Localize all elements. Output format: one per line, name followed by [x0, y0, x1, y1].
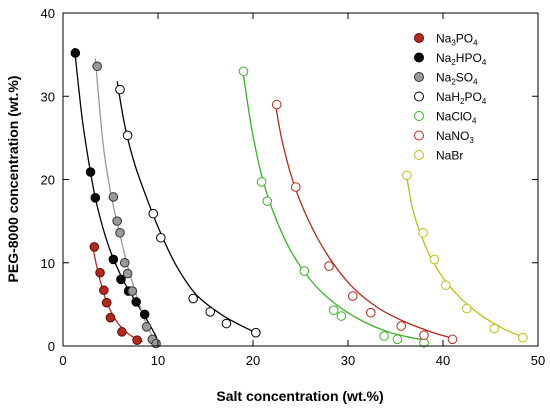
data-point-na3po4: [95, 267, 105, 278]
axes: 0 10 20 30 40 50 0 10 20 30 40: [41, 6, 546, 368]
data-point-na2so4: [151, 338, 161, 349]
data-point-na3po4: [105, 312, 116, 323]
data-point-na3po4: [89, 242, 100, 252]
data-point-na2so4: [92, 61, 102, 72]
data-point-nabr: [429, 254, 440, 265]
legend: Na3PO4 Na2HPO4 Na2SO4 NaH2PO4 NaClO4 NaNO3 NaB…: [414, 32, 487, 163]
y-axis-title: PEG-8000 concentration (wt.%): [5, 76, 21, 283]
legend-marker-na3po4: [414, 33, 424, 43]
x-tick-label: 0: [59, 353, 66, 368]
data-point-nah2po4: [148, 208, 159, 219]
legend-label-na3po4: Na3PO4: [436, 32, 478, 48]
data-point-na2hpo4: [85, 167, 96, 177]
data-point-na2hpo4: [108, 254, 119, 265]
data-point-na3po4: [132, 335, 142, 345]
data-point-na2so4: [122, 268, 133, 279]
legend-label-nah2po4: NaH2PO4: [436, 90, 487, 106]
legend-marker-nah2po4: [414, 91, 424, 102]
legend-marker-na2so4: [414, 72, 424, 82]
legend-marker-naclo4: [414, 111, 424, 121]
data-point-na2so4: [108, 192, 119, 202]
series-curve-nah2po4: [116, 81, 259, 335]
data-point-naclo4: [328, 305, 339, 316]
data-point-naclo4: [379, 331, 389, 341]
data-point-na3po4: [117, 327, 127, 337]
data-point-na2hpo4: [131, 297, 141, 307]
data-point-naclo4: [256, 177, 267, 187]
y-tick-label: 0: [48, 339, 55, 354]
legend-marker-nano3: [414, 130, 424, 141]
y-tick-label: 30: [41, 89, 55, 104]
x-tick-label: 30: [341, 353, 355, 368]
series-curve-naclo4: [242, 75, 425, 341]
legend-label-na2so4: Na2SO4: [436, 71, 478, 87]
data-point-naclo4: [392, 334, 403, 345]
data-point-nah2po4: [122, 130, 133, 141]
data-point-naclo4: [262, 196, 273, 206]
data-point-nabr: [461, 303, 472, 314]
plot-area: [70, 47, 528, 349]
data-point-nabr: [518, 332, 528, 343]
legend-marker-nabr: [414, 150, 424, 160]
data-point-nah2po4: [188, 293, 198, 304]
data-point-nah2po4: [115, 84, 125, 95]
data-point-nano3: [347, 291, 358, 301]
data-point-nano3: [324, 261, 334, 271]
x-axis-title: Salt concentration (wt.%): [216, 388, 383, 404]
data-point-nano3: [271, 99, 282, 110]
y-tick-label: 40: [41, 6, 55, 21]
data-point-nabr: [489, 323, 500, 334]
data-point-nabr: [418, 227, 428, 238]
legend-label-na2hpo4: Na2HPO4: [436, 51, 487, 67]
data-point-na2so4: [119, 257, 130, 268]
legend-label-nano3: NaNO3: [436, 129, 474, 145]
data-point-nah2po4: [251, 327, 261, 338]
data-point-nano3: [447, 334, 458, 345]
data-point-nano3: [419, 330, 429, 340]
data-point-na3po4: [99, 285, 109, 296]
data-point-na2so4: [112, 216, 122, 226]
data-point-na2hpo4: [139, 309, 150, 320]
data-point-na3po4: [101, 297, 112, 308]
data-point-nabr: [402, 170, 412, 181]
y-tick-label: 20: [41, 173, 55, 188]
data-point-na2so4: [141, 322, 152, 332]
data-point-na2hpo4: [70, 48, 81, 58]
data-point-na2hpo4: [90, 193, 101, 203]
y-tick-label: 10: [41, 256, 55, 271]
data-point-nabr: [441, 280, 451, 291]
series-curve-nabr: [406, 177, 525, 339]
data-point-nano3: [366, 307, 376, 318]
data-point-nano3: [290, 182, 301, 192]
data-point-nah2po4: [156, 232, 166, 243]
data-point-na2so4: [127, 286, 138, 296]
series-curve-nano3: [274, 100, 455, 340]
data-point-naclo4: [238, 66, 249, 77]
x-tick-label: 20: [246, 353, 260, 368]
data-point-naclo4: [336, 311, 347, 321]
data-point-na2hpo4: [116, 274, 126, 285]
data-point-na2so4: [115, 227, 125, 238]
legend-marker-na2hpo4: [414, 52, 424, 63]
data-point-nah2po4: [205, 307, 216, 317]
x-tick-label: 10: [151, 353, 165, 368]
legend-label-nabr: NaBr: [436, 149, 463, 163]
data-point-nano3: [396, 321, 407, 331]
data-point-naclo4: [299, 266, 310, 276]
legend-label-naclo4: NaClO4: [436, 110, 477, 126]
x-tick-label: 50: [531, 353, 545, 368]
x-tick-label: 40: [436, 353, 450, 368]
data-point-nah2po4: [221, 318, 232, 329]
